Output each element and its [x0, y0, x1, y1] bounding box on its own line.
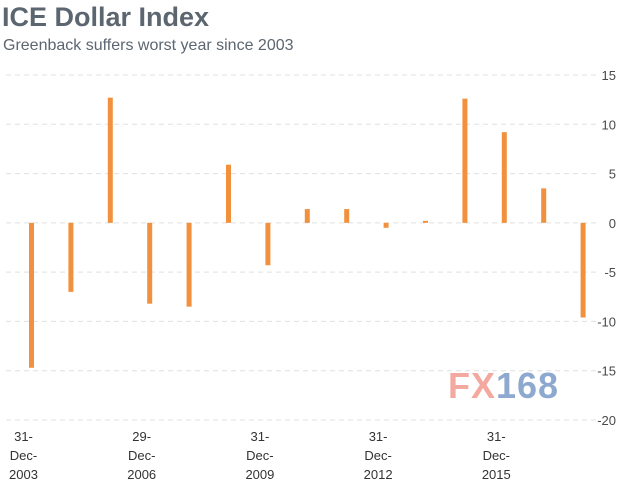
bar-2016: [541, 188, 547, 223]
y-tick-label: -20: [597, 413, 616, 428]
y-tick-label: 10: [602, 117, 616, 132]
x-tick-label: 29-Dec-2006: [127, 429, 156, 482]
bar-2009: [265, 222, 271, 266]
x-tick-label: 31-Dec-2012: [364, 429, 393, 482]
y-tick-label: 0: [609, 216, 616, 231]
x-tick-label: 31-Dec-2015: [482, 429, 511, 482]
bars: [29, 97, 586, 368]
y-tick-label: -5: [604, 265, 616, 280]
y-tick-label: -15: [597, 364, 616, 379]
bar-2011: [344, 209, 350, 223]
bar-2006: [147, 222, 153, 304]
chart-title: ICE Dollar Index: [2, 2, 210, 32]
watermark-part-168: 168: [496, 365, 560, 406]
x-axis-ticks: 31-Dec-2003 29-Dec-2006 31-Dec-2009 31-Dec-…: [9, 429, 511, 482]
y-tick-label: -10: [597, 314, 616, 329]
y-axis-ticks: 15 10 5 0 -5 -10 -15 -20: [597, 68, 616, 428]
bar-2005: [107, 97, 113, 223]
bar-2010: [304, 209, 310, 223]
bar-2004: [68, 222, 74, 292]
bar-2017: [580, 222, 586, 318]
bar-2008: [226, 164, 231, 223]
y-tick-label: 5: [609, 167, 616, 182]
y-tick-label: 15: [602, 68, 616, 83]
x-tick-label: 31-Dec-2003: [9, 429, 38, 482]
x-tick-label: 31-Dec-2009: [245, 429, 274, 482]
bar-2012: [383, 222, 389, 228]
bar-2014: [462, 98, 468, 223]
chart-subtitle: Greenback suffers worst year since 2003: [3, 37, 294, 54]
bar-2015: [501, 132, 507, 223]
bar-2007: [186, 222, 192, 307]
bar-2013: [423, 220, 428, 223]
fx168-watermark: FX168: [448, 365, 559, 407]
bar-2003: [29, 222, 34, 368]
watermark-part-fx: FX: [448, 365, 497, 406]
